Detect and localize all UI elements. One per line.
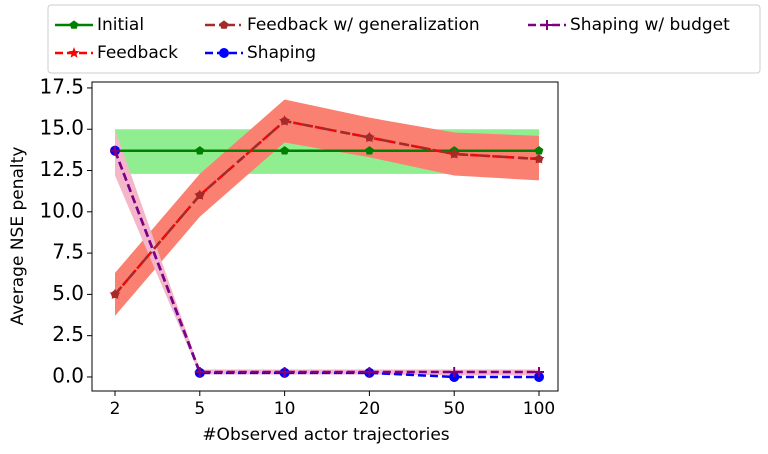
y-axis-label: Average NSE penalty [8,147,28,326]
series-line [113,150,539,379]
data-point [194,367,205,378]
y-tick-label: 15.0 [39,116,84,140]
legend-label: Shaping [247,43,316,63]
data-point [110,289,120,299]
data-point [534,154,544,163]
legend-label: Feedback w/ generalization [247,15,480,35]
legend-marker [542,20,552,30]
legend-marker [219,20,229,29]
x-tick-label: 100 [523,399,555,419]
x-tick-label: 10 [274,399,296,419]
data-point [279,367,290,378]
legend-label: Shaping w/ budget [570,15,730,35]
y-tick-label: 17.5 [39,74,84,98]
x-tick-label: 20 [359,399,381,419]
x-tick-label: 50 [443,399,465,419]
data-point [280,116,289,125]
data-point [195,146,205,155]
data-point [534,367,544,378]
data-point [195,190,205,200]
data-point [280,146,289,155]
y-tick-label: 7.5 [52,240,84,264]
legend-label: Feedback [97,43,178,63]
legend-marker [219,48,229,58]
data-point [449,367,460,378]
series-line [114,119,540,296]
data-point [110,145,120,156]
x-tick-label: 2 [110,399,121,419]
data-point [364,367,375,378]
legend-marker [69,20,79,29]
x-axis-label: #Observed actor trajectories [202,425,449,445]
series-line [113,150,539,374]
data-point [365,132,374,142]
y-tick-label: 12.5 [39,157,84,181]
y-tick-label: 0.0 [52,363,84,387]
y-tick-label: 10.0 [39,198,84,222]
plot-frame [91,81,559,392]
legend-marker [68,47,80,58]
x-tick-label: 5 [194,399,205,419]
legend: Initial Feedback Feedback w/ generalizatio… [47,4,761,74]
legend-label: Initial [97,15,144,35]
confidence-band [115,99,539,316]
y-tick-label: 5.0 [52,281,84,305]
data-point [365,146,374,155]
y-tick-label: 2.5 [52,322,84,346]
data-point [449,149,459,158]
